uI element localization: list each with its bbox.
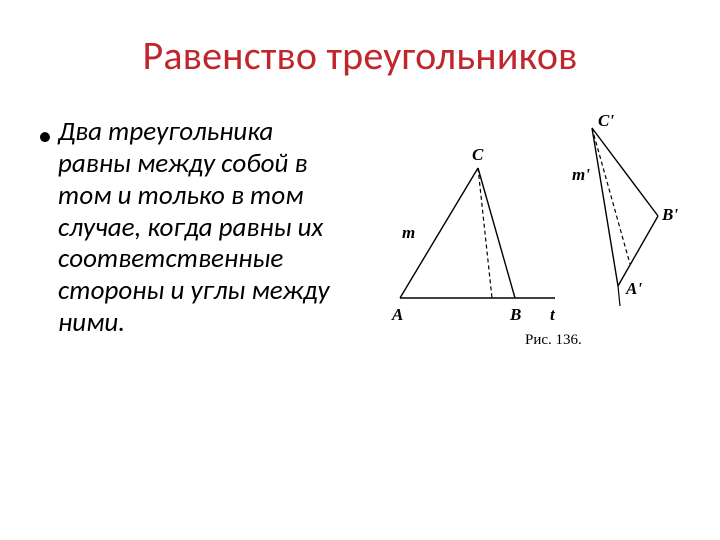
triangle-diagram: A B C m A' B' C' m' t Рис. 136. xyxy=(360,108,690,368)
bullet-text: Два треугольника равны между собой в том… xyxy=(58,116,352,339)
slide: Равенство треугольников • Два треугольни… xyxy=(0,0,720,540)
title-box: Равенство треугольников xyxy=(62,18,658,92)
slide-title: Равенство треугольников xyxy=(142,31,577,80)
label-B: B xyxy=(509,305,521,324)
label-m: m xyxy=(402,223,415,242)
label-Cp: C' xyxy=(598,111,614,130)
label-mp: m' xyxy=(572,165,590,184)
text-column: • Два треугольника равны между собой в т… xyxy=(30,108,360,508)
label-Ap: A' xyxy=(625,279,642,298)
triangle-a1b1c1 xyxy=(592,128,658,306)
content-row: • Два треугольника равны между собой в т… xyxy=(30,108,690,508)
label-A: A xyxy=(391,305,403,324)
label-t: t xyxy=(550,305,556,324)
bullet-item: • Два треугольника равны между собой в т… xyxy=(38,116,352,339)
diagram-labels: A B C m A' B' C' m' t xyxy=(391,111,678,324)
figure-column: A B C m A' B' C' m' t Рис. 136. xyxy=(360,108,690,508)
triangle-abc xyxy=(400,168,555,298)
figure-caption: Рис. 136. xyxy=(525,332,582,348)
label-C: C xyxy=(472,145,484,164)
label-Bp: B' xyxy=(661,205,678,224)
bullet-marker: • xyxy=(38,116,58,152)
